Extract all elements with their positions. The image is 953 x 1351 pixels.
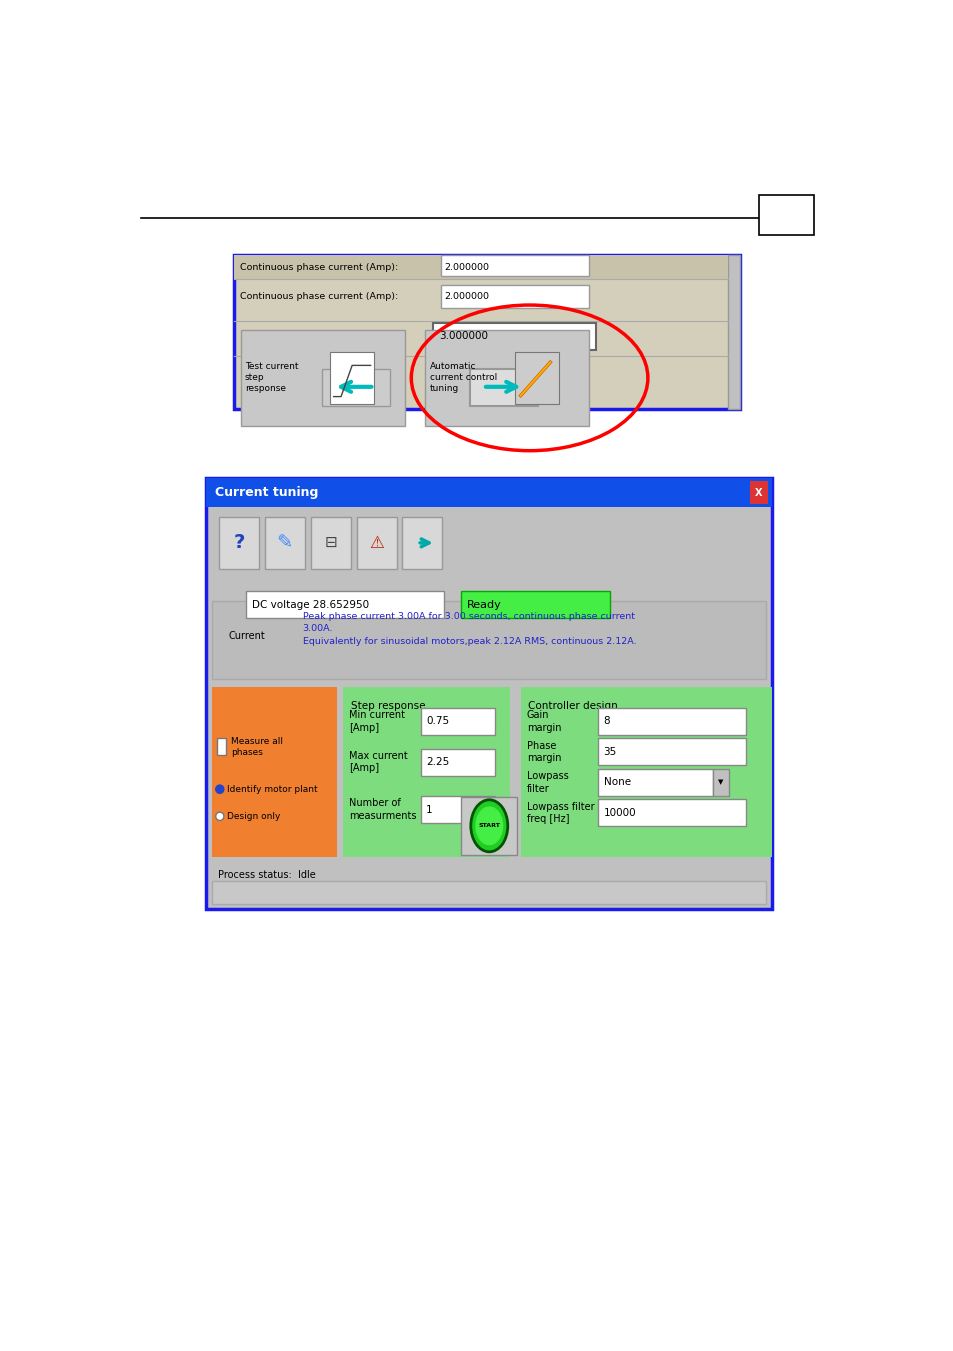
FancyBboxPatch shape (758, 196, 813, 235)
FancyBboxPatch shape (213, 688, 336, 857)
Text: Step response: Step response (351, 701, 425, 711)
FancyBboxPatch shape (233, 255, 728, 280)
FancyBboxPatch shape (265, 517, 305, 569)
Text: Phase
margin: Phase margin (526, 740, 560, 763)
FancyBboxPatch shape (460, 590, 610, 617)
FancyBboxPatch shape (233, 255, 740, 408)
FancyBboxPatch shape (420, 748, 495, 775)
FancyBboxPatch shape (213, 881, 765, 904)
Text: 2.000000: 2.000000 (444, 262, 489, 272)
FancyBboxPatch shape (469, 369, 537, 405)
Circle shape (471, 800, 507, 852)
FancyBboxPatch shape (728, 255, 740, 408)
Text: ⚠: ⚠ (369, 534, 383, 551)
Text: ⊟: ⊟ (324, 535, 336, 550)
FancyBboxPatch shape (206, 478, 771, 909)
FancyBboxPatch shape (440, 285, 588, 308)
Text: ▼: ▼ (718, 780, 723, 785)
Text: Measure all
phases: Measure all phases (231, 736, 283, 757)
Text: ?: ? (233, 534, 245, 553)
FancyBboxPatch shape (206, 478, 771, 508)
FancyBboxPatch shape (420, 708, 495, 735)
Text: Continuous phase current (Amp):: Continuous phase current (Amp): (239, 292, 397, 301)
Text: None: None (603, 777, 630, 788)
Text: 3.000000: 3.000000 (439, 331, 488, 342)
FancyBboxPatch shape (749, 481, 767, 504)
FancyBboxPatch shape (520, 688, 771, 857)
Text: Design only: Design only (227, 812, 280, 821)
FancyBboxPatch shape (402, 517, 442, 569)
Text: Ready: Ready (466, 600, 501, 611)
Text: Min current
[Amp]: Min current [Amp] (349, 711, 405, 732)
Text: 2.000000: 2.000000 (444, 292, 489, 301)
Text: Current tuning: Current tuning (215, 486, 318, 500)
FancyBboxPatch shape (433, 323, 596, 350)
FancyBboxPatch shape (240, 330, 404, 426)
Text: START: START (477, 823, 499, 828)
FancyBboxPatch shape (425, 330, 589, 426)
Text: Controller design: Controller design (528, 701, 618, 711)
FancyBboxPatch shape (712, 769, 728, 796)
Text: 0.75: 0.75 (426, 716, 449, 727)
Text: Number of
measurments: Number of measurments (349, 798, 416, 821)
FancyBboxPatch shape (321, 369, 390, 405)
FancyBboxPatch shape (420, 796, 495, 823)
FancyBboxPatch shape (598, 800, 745, 827)
FancyBboxPatch shape (343, 688, 509, 857)
FancyBboxPatch shape (356, 517, 396, 569)
FancyBboxPatch shape (311, 517, 351, 569)
Circle shape (476, 807, 502, 844)
Text: Time for peak current, sec:: Time for peak current, sec: (247, 331, 378, 342)
Text: 2.25: 2.25 (426, 757, 449, 767)
Text: Lowpass filter
freq [Hz]: Lowpass filter freq [Hz] (526, 801, 594, 824)
Ellipse shape (215, 812, 224, 820)
FancyBboxPatch shape (219, 517, 258, 569)
Text: ✎: ✎ (276, 534, 293, 553)
FancyBboxPatch shape (460, 797, 517, 855)
Text: Identify motor plant: Identify motor plant (227, 785, 317, 793)
FancyBboxPatch shape (213, 601, 765, 680)
FancyBboxPatch shape (246, 590, 443, 617)
Text: Peak phase current 3.00A for 3.00 seconds, continuous phase current
3.00A.
Equiv: Peak phase current 3.00A for 3.00 second… (302, 612, 636, 646)
FancyBboxPatch shape (515, 351, 558, 404)
FancyBboxPatch shape (598, 769, 712, 796)
Text: Test current
step
response: Test current step response (245, 362, 298, 393)
Text: Lowpass
filter: Lowpass filter (526, 771, 568, 793)
Text: 10000: 10000 (603, 808, 636, 817)
Text: 35: 35 (603, 747, 617, 757)
Text: X: X (754, 488, 761, 499)
Text: Gain
margin: Gain margin (526, 711, 560, 732)
FancyBboxPatch shape (440, 255, 588, 276)
Text: Current: Current (229, 631, 265, 642)
Bar (216, 739, 226, 755)
FancyBboxPatch shape (330, 351, 374, 404)
FancyBboxPatch shape (598, 739, 745, 766)
Text: 8: 8 (603, 716, 610, 727)
Text: Process status:  Idle: Process status: Idle (217, 870, 315, 880)
FancyBboxPatch shape (598, 708, 745, 735)
Text: Continuous phase current (Amp):: Continuous phase current (Amp): (239, 262, 397, 272)
Text: Max current
[Amp]: Max current [Amp] (349, 751, 408, 773)
Text: 1: 1 (426, 805, 433, 815)
Text: DC voltage 28.652950: DC voltage 28.652950 (252, 600, 369, 611)
Text: Automatic
current control
tuning: Automatic current control tuning (429, 362, 497, 393)
Ellipse shape (215, 785, 224, 793)
